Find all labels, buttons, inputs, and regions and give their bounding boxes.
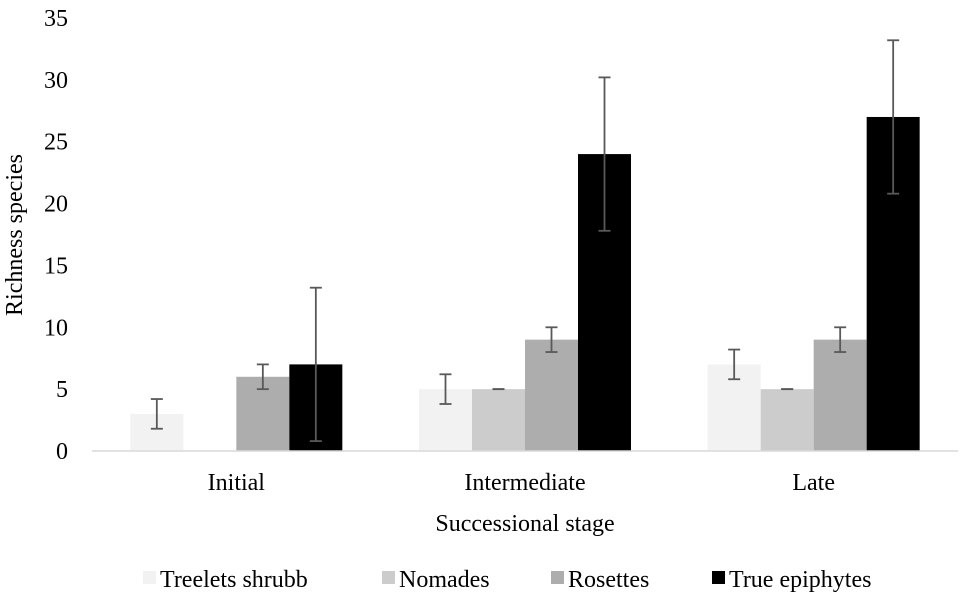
y-tick-label: 0: [56, 439, 68, 465]
error-bar-rosettes-intermediate: [545, 326, 558, 353]
bars: [130, 116, 920, 452]
error-bar-rosettes-late: [834, 326, 847, 353]
legend-label: True epiphytes: [729, 567, 871, 593]
x-tick-label: Intermediate: [464, 470, 585, 496]
error-bar-true-epiphytes-late: [887, 39, 900, 195]
y-tick-label: 30: [44, 68, 68, 94]
bar-nomades-late: [760, 389, 814, 451]
legend-item-nomades: Nomades: [382, 567, 490, 593]
error-bar-true-epiphytes-initial: [309, 286, 322, 443]
x-axis-title: Successional stage: [435, 511, 614, 537]
legend-label: Nomades: [399, 567, 490, 593]
error-bar-treelets-shrubb-intermediate: [439, 373, 452, 405]
legend-item-treelets-shrubb: Treelets shrubb: [143, 567, 308, 593]
legend-item-true-epiphytes: True epiphytes: [712, 567, 871, 593]
x-axis-tick-labels: Initial Intermediate Late: [208, 470, 835, 496]
y-tick-label: 20: [44, 192, 68, 218]
y-tick-label: 10: [44, 315, 68, 341]
bar-rosettes-late: [813, 339, 867, 451]
legend-swatch: [143, 571, 156, 584]
legend-item-rosettes: Rosettes: [551, 567, 649, 593]
y-axis-title: Richness species: [2, 154, 28, 316]
legend-label: Treelets shrubb: [160, 567, 308, 593]
x-tick-label: Initial: [208, 470, 266, 496]
y-tick-label: 15: [44, 253, 68, 279]
legend-label: Rosettes: [568, 567, 649, 593]
y-tick-label: 25: [44, 130, 68, 156]
x-tick-label: Late: [792, 470, 835, 496]
y-tick-label: 35: [44, 6, 68, 32]
error-bar-treelets-shrubb-late: [728, 348, 741, 381]
error-bars: [150, 39, 900, 443]
error-bar-treelets-shrubb-initial: [150, 398, 163, 430]
legend-swatch: [382, 571, 395, 584]
bar-nomades-intermediate: [472, 389, 525, 451]
error-bar-true-epiphytes-intermediate: [598, 76, 611, 232]
legend-swatch: [712, 571, 725, 584]
legend-swatch: [551, 571, 564, 584]
bar-rosettes-intermediate: [525, 339, 578, 451]
error-bar-rosettes-initial: [256, 363, 269, 391]
y-axis-ticks: 0 5 10 15 20 25 30 35: [44, 6, 68, 465]
y-tick-label: 5: [56, 377, 68, 403]
legend: Treelets shrubb Nomades Rosettes True epiph…: [143, 567, 871, 593]
